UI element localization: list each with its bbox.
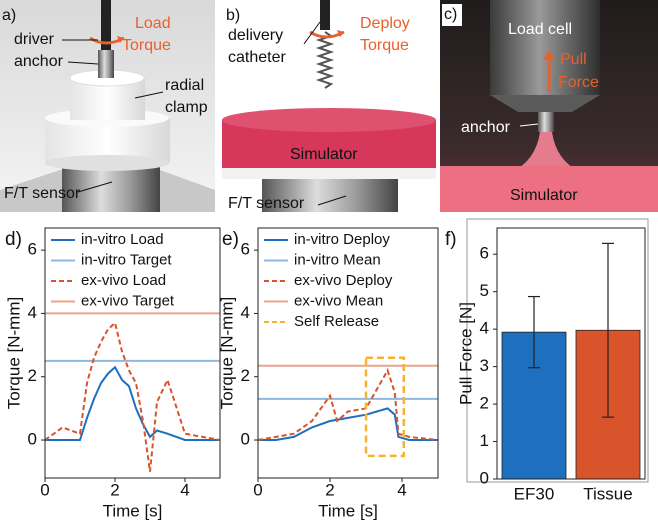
- panel-label: d): [5, 229, 22, 250]
- photo-annotation: F/T sensor: [228, 195, 305, 212]
- y-tick-label: 2: [28, 366, 37, 385]
- photo-annotation: Torque: [122, 37, 171, 54]
- legend-label: in-vitro Target: [81, 251, 172, 268]
- photo-annotation: Torque: [360, 37, 409, 54]
- series-line: [258, 370, 438, 440]
- legend-label: in-vitro Load: [81, 231, 164, 248]
- panel-label: f): [445, 229, 457, 250]
- x-tick-label: EF30: [514, 484, 555, 503]
- y-axis-label: Torque [N-mm]: [4, 297, 23, 409]
- x-tick-label: 4: [397, 480, 406, 499]
- y-tick-label: 1: [480, 431, 489, 450]
- legend-label: ex-vivo Deploy: [294, 272, 393, 289]
- y-axis-label: Pull Force [N]: [456, 302, 475, 405]
- panel-label: b): [226, 7, 240, 24]
- photo-annotation: delivery: [228, 27, 283, 44]
- x-axis-label: Time [s]: [318, 501, 378, 520]
- legend-label: in-vitro Deploy: [294, 231, 390, 248]
- photo-annotation: F/T sensor: [4, 185, 81, 202]
- photo-annotation: Load: [135, 15, 171, 32]
- x-tick-label: 0: [253, 480, 262, 499]
- y-tick-label: 4: [28, 303, 37, 322]
- y-tick-label: 6: [241, 240, 250, 259]
- panel-label: c): [444, 6, 457, 23]
- photo-annotation: anchor: [461, 119, 511, 136]
- photo-annotation: clamp: [165, 99, 208, 116]
- panel-label: a): [2, 7, 16, 24]
- y-tick-label: 0: [480, 468, 489, 487]
- photo-annotation: Deploy: [360, 15, 410, 32]
- y-tick-label: 4: [480, 319, 489, 338]
- legend-label: in-vitro Mean: [294, 251, 381, 268]
- legend-label: ex-vivo Load: [81, 272, 166, 289]
- y-tick-label: 4: [241, 303, 250, 322]
- legend-label: ex-vivo Target: [81, 292, 175, 309]
- y-tick-label: 6: [480, 244, 489, 263]
- y-tick-label: 3: [480, 356, 489, 375]
- photo-annotation: anchor: [14, 53, 64, 70]
- x-tick-label: Tissue: [583, 484, 632, 503]
- figure: a) driver anchor Load Torque radial clamp F/T s…: [0, 0, 658, 522]
- photo-annotation: Pull: [560, 51, 587, 68]
- x-tick-label: 2: [110, 480, 119, 499]
- photo-annotation: Load cell: [508, 21, 572, 38]
- y-tick-label: 2: [480, 394, 489, 413]
- x-tick-label: 2: [325, 480, 334, 499]
- y-tick-label: 6: [28, 240, 37, 259]
- y-tick-label: 5: [480, 281, 489, 300]
- y-tick-label: 0: [28, 430, 37, 449]
- x-axis-label: Time [s]: [103, 501, 163, 520]
- x-tick-label: 0: [40, 480, 49, 499]
- photo-annotation: radial: [165, 77, 204, 94]
- panel-label: e): [222, 229, 239, 250]
- x-tick-label: 4: [180, 480, 189, 499]
- legend-label: Self Release: [294, 313, 379, 330]
- y-tick-label: 2: [241, 366, 250, 385]
- y-axis-label: Torque [N-mm]: [217, 297, 236, 409]
- photo-annotation: driver: [14, 31, 55, 48]
- photo-annotation: Force: [558, 74, 599, 91]
- photo-annotation: Simulator: [510, 187, 578, 204]
- photo-annotation: Simulator: [290, 146, 358, 163]
- photo-annotation: catheter: [228, 49, 286, 66]
- self-release-box: [366, 358, 404, 456]
- legend-label: ex-vivo Mean: [294, 292, 383, 309]
- y-tick-label: 0: [241, 430, 250, 449]
